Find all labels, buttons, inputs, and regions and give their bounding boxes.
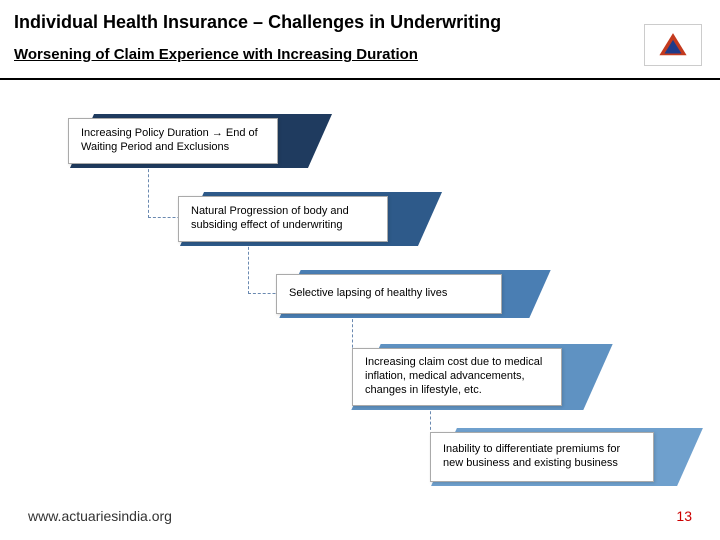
step-2-box: Natural Progression of body and subsidin… <box>178 196 388 242</box>
step-5-text: Inability to differentiate premiums for … <box>443 443 641 471</box>
footer-url: www.actuariesindia.org <box>28 508 172 524</box>
step-2: Natural Progression of body and subsidin… <box>178 196 388 242</box>
slide-subtitle: Worsening of Claim Experience with Incre… <box>14 46 418 63</box>
step-2-text: Natural Progression of body and subsidin… <box>191 205 375 233</box>
step-1-text: Increasing Policy Duration → End of Wait… <box>81 127 265 155</box>
step-3-text: Selective lapsing of healthy lives <box>289 287 447 301</box>
header-divider <box>0 78 720 80</box>
step-3-box: Selective lapsing of healthy lives <box>276 274 502 314</box>
step-4-box: Increasing claim cost due to medical inf… <box>352 348 562 406</box>
step-5: Inability to differentiate premiums for … <box>430 432 654 482</box>
step-1-box: Increasing Policy Duration → End of Wait… <box>68 118 278 164</box>
step-5-box: Inability to differentiate premiums for … <box>430 432 654 482</box>
slide-title: Individual Health Insurance – Challenges… <box>14 12 501 33</box>
step-3: Selective lapsing of healthy lives <box>276 274 502 314</box>
step-4-text: Increasing claim cost due to medical inf… <box>365 356 549 397</box>
step-4: Increasing claim cost due to medical inf… <box>352 348 562 406</box>
step-1: Increasing Policy Duration → End of Wait… <box>68 118 278 164</box>
cascade-diagram: Increasing Policy Duration → End of Wait… <box>0 100 720 490</box>
institute-logo <box>644 24 702 66</box>
page-number: 13 <box>676 508 692 524</box>
